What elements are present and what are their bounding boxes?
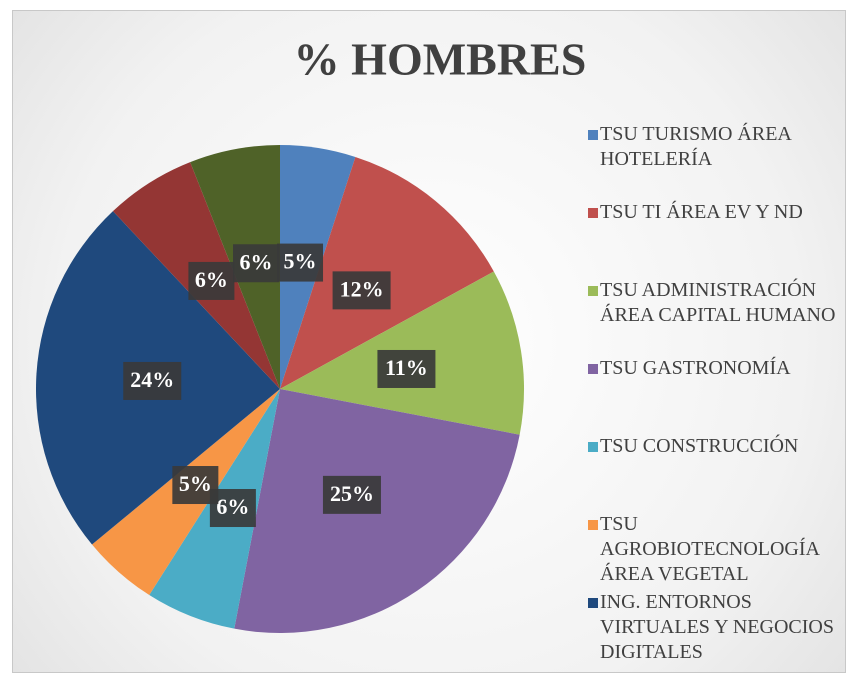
data-label: 24% [130, 367, 174, 392]
data-label: 5% [179, 471, 212, 496]
legend-label: TSU GASTRONOMÍA [600, 357, 791, 379]
legend-label: TSU TI ÁREA EV Y ND [600, 201, 803, 223]
data-label-box [277, 243, 324, 282]
legend-swatch [588, 286, 598, 296]
data-label: 11% [385, 355, 428, 380]
legend-item: TSU TURISMO ÁREA HOTELERÍA [588, 122, 843, 172]
legend-item: TSU AGROBIOTECNOLOGÍA ÁREA VEGETAL [588, 512, 843, 587]
legend-item: TSU TI ÁREA EV Y ND [588, 200, 843, 225]
legend-swatch [588, 364, 598, 374]
data-label-box [188, 261, 235, 300]
legend-label: TSU CONSTRUCCIÓN [600, 435, 799, 457]
data-label: 12% [340, 276, 384, 301]
data-label: 25% [330, 481, 374, 506]
legend-item: TSU GASTRONOMÍA [588, 356, 843, 381]
data-label: 6% [195, 267, 228, 292]
legend-item: ING. ENTORNOS VIRTUALES Y NEGOCIOS DIGIT… [588, 590, 843, 665]
legend-label: TSU TURISMO ÁREA HOTELERÍA [600, 123, 791, 170]
data-label-box [322, 475, 381, 514]
data-label: 6% [216, 494, 249, 519]
legend-item: TSU CONSTRUCCIÓN [588, 434, 843, 459]
data-label-box [377, 349, 436, 388]
legend-label: ING. ENTORNOS VIRTUALES Y NEGOCIOS DIGIT… [600, 591, 834, 663]
chart-title: % HOMBRES [294, 34, 587, 85]
legend-swatch [588, 598, 598, 608]
legend-item: TSU ADMINISTRACIÓN ÁREA CAPITAL HUMANO [588, 278, 843, 328]
data-label-box [123, 361, 182, 400]
legend-label: TSU ADMINISTRACIÓN ÁREA CAPITAL HUMANO [600, 279, 836, 326]
legend-swatch [588, 520, 598, 530]
legend-swatch [588, 130, 598, 140]
data-label-box [172, 466, 219, 505]
legend-swatch [588, 442, 598, 452]
legend-label: TSU AGROBIOTECNOLOGÍA ÁREA VEGETAL [600, 513, 819, 585]
data-label: 6% [240, 249, 273, 274]
legend-swatch [588, 208, 598, 218]
data-label-box [332, 271, 391, 310]
data-label: 5% [284, 249, 317, 274]
data-label-box [233, 244, 280, 283]
